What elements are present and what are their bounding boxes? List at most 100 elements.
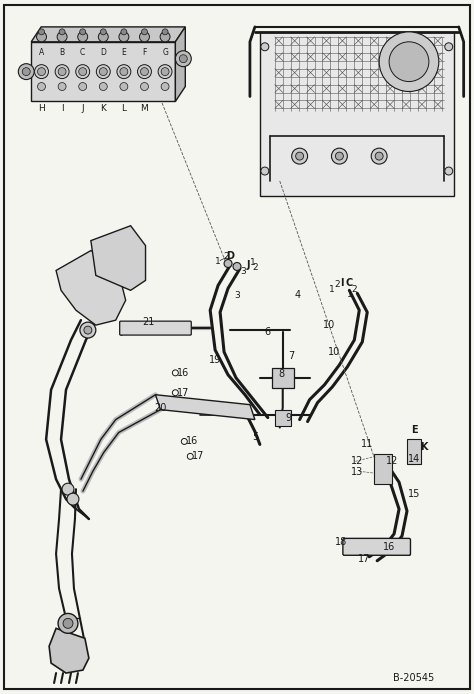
- Circle shape: [175, 51, 191, 67]
- Text: 10: 10: [328, 347, 340, 357]
- Text: 9: 9: [286, 413, 292, 423]
- Circle shape: [38, 29, 45, 35]
- Circle shape: [375, 152, 383, 160]
- Text: 11: 11: [361, 439, 374, 450]
- Circle shape: [58, 83, 66, 90]
- Text: 4: 4: [294, 290, 301, 301]
- Polygon shape: [56, 251, 126, 325]
- Text: 18: 18: [335, 537, 347, 547]
- Circle shape: [292, 149, 308, 164]
- FancyBboxPatch shape: [343, 539, 410, 555]
- Circle shape: [80, 29, 86, 35]
- Circle shape: [445, 43, 453, 51]
- Circle shape: [120, 83, 128, 90]
- Polygon shape: [31, 42, 175, 101]
- Circle shape: [36, 32, 46, 42]
- Text: H: H: [38, 104, 45, 113]
- Bar: [260, 32, 454, 196]
- Text: 1: 1: [328, 285, 334, 294]
- Polygon shape: [31, 27, 185, 42]
- Circle shape: [331, 149, 347, 164]
- Circle shape: [121, 29, 127, 35]
- Circle shape: [67, 493, 79, 505]
- Text: J: J: [82, 104, 84, 113]
- Text: 21: 21: [142, 317, 155, 327]
- Text: E: E: [410, 425, 417, 434]
- Circle shape: [80, 322, 96, 338]
- Text: 12: 12: [351, 457, 364, 466]
- Text: 2: 2: [223, 252, 229, 261]
- Text: F: F: [142, 49, 146, 57]
- Circle shape: [224, 260, 232, 267]
- Text: A: A: [39, 49, 44, 57]
- Circle shape: [379, 32, 439, 92]
- Text: 16: 16: [383, 542, 395, 552]
- Circle shape: [63, 618, 73, 628]
- Text: G: G: [162, 49, 168, 57]
- Circle shape: [140, 83, 148, 90]
- Circle shape: [117, 65, 131, 78]
- Text: 2: 2: [352, 285, 357, 294]
- Text: 20: 20: [154, 403, 167, 413]
- Circle shape: [139, 32, 149, 42]
- Text: I: I: [340, 278, 343, 289]
- Text: L: L: [121, 104, 127, 113]
- Circle shape: [37, 67, 46, 76]
- Text: C: C: [80, 49, 85, 57]
- Bar: [407, 439, 421, 464]
- Circle shape: [158, 65, 172, 78]
- Polygon shape: [175, 27, 185, 101]
- Circle shape: [179, 55, 187, 62]
- Text: 3: 3: [234, 291, 240, 300]
- Circle shape: [100, 67, 107, 76]
- Circle shape: [79, 67, 87, 76]
- Circle shape: [137, 65, 151, 78]
- Circle shape: [62, 483, 74, 495]
- Circle shape: [161, 67, 169, 76]
- Bar: [272, 368, 294, 388]
- Text: E: E: [121, 49, 126, 57]
- Polygon shape: [49, 628, 89, 673]
- Circle shape: [336, 152, 343, 160]
- Circle shape: [22, 67, 30, 76]
- Text: 2: 2: [335, 280, 340, 289]
- Circle shape: [37, 83, 46, 90]
- Text: 6: 6: [265, 327, 271, 337]
- Circle shape: [389, 42, 429, 82]
- Circle shape: [233, 262, 241, 271]
- Circle shape: [58, 613, 78, 634]
- Circle shape: [55, 65, 69, 78]
- Text: 15: 15: [408, 489, 420, 499]
- Text: 19: 19: [209, 355, 221, 365]
- Circle shape: [96, 65, 110, 78]
- Polygon shape: [91, 226, 146, 290]
- Circle shape: [58, 67, 66, 76]
- Circle shape: [59, 29, 65, 35]
- Circle shape: [84, 326, 92, 334]
- FancyBboxPatch shape: [120, 321, 191, 335]
- Text: 16: 16: [177, 368, 190, 378]
- Circle shape: [162, 29, 168, 35]
- Text: I: I: [61, 104, 64, 113]
- Circle shape: [57, 32, 67, 42]
- Circle shape: [296, 152, 304, 160]
- Text: 17: 17: [192, 451, 204, 462]
- Text: 7: 7: [289, 351, 295, 361]
- Polygon shape: [155, 395, 255, 420]
- Text: 12: 12: [386, 457, 398, 466]
- Text: C: C: [346, 278, 353, 289]
- Circle shape: [142, 29, 147, 35]
- Text: 8: 8: [279, 369, 285, 379]
- Circle shape: [445, 167, 453, 175]
- Bar: [275, 409, 291, 425]
- Text: J: J: [246, 260, 250, 271]
- Circle shape: [261, 167, 269, 175]
- Text: B: B: [60, 49, 64, 57]
- Circle shape: [18, 64, 34, 80]
- Circle shape: [79, 83, 87, 90]
- Circle shape: [160, 32, 170, 42]
- Circle shape: [140, 67, 148, 76]
- Circle shape: [161, 83, 169, 90]
- Text: K: K: [420, 442, 428, 452]
- Bar: [374, 455, 392, 484]
